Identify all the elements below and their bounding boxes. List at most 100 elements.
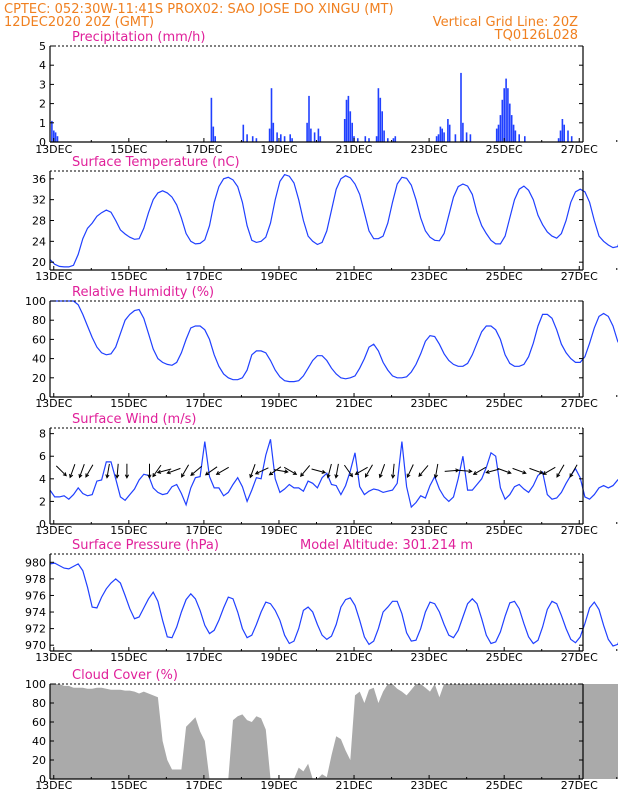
x-tick-label: 23DEC xyxy=(411,779,448,792)
wind-arrow xyxy=(300,465,311,478)
series-line xyxy=(49,562,618,647)
x-tick-label: 21DEC xyxy=(335,270,372,283)
y-tick-label: 80 xyxy=(32,314,46,327)
precip-bar xyxy=(54,132,57,142)
wind-arrow xyxy=(529,467,544,475)
precip-bar xyxy=(308,95,310,142)
precip-bar xyxy=(375,136,378,142)
wind-arrow xyxy=(254,467,269,475)
wind-arrow xyxy=(497,467,512,475)
wind-arrow xyxy=(364,464,373,478)
x-tick-label: 13DEC xyxy=(35,651,72,664)
panel-title: Relative Humidity (%) xyxy=(72,285,214,300)
precip-bar xyxy=(462,122,464,142)
y-tick-label: 0 xyxy=(39,391,46,404)
y-tick-label: 2 xyxy=(39,495,46,508)
series-line xyxy=(49,173,618,268)
wind-arrow xyxy=(326,463,332,479)
y-tick-label: 40 xyxy=(32,735,46,748)
precip-bar xyxy=(317,128,320,142)
precip-bar xyxy=(306,122,308,142)
panel-3: 13DEC 15DEC 17DEC 19DEC 21DEC 23DEC 25DEC 27DEC… xyxy=(25,285,618,410)
x-tick-label: 25DEC xyxy=(486,779,523,792)
precip-bar xyxy=(379,97,382,142)
precip-bar xyxy=(276,132,278,142)
x-tick-label: 21DEC xyxy=(335,143,372,156)
x-tick-label: 27DEC xyxy=(561,143,598,156)
wind-arrow xyxy=(124,463,130,479)
wind-arrow xyxy=(283,466,298,475)
precip-bar xyxy=(242,124,245,142)
precip-bar xyxy=(381,111,383,142)
wind-arrow xyxy=(152,464,162,478)
header-grid-line: Vertical Grid Line: 20Z xyxy=(433,15,578,30)
y-tick-label: 980 xyxy=(25,556,46,569)
x-tick-label: 17DEC xyxy=(185,524,222,537)
precip-bar xyxy=(447,119,449,142)
x-tick-label: 15DEC xyxy=(110,397,147,410)
y-tick-label: 20 xyxy=(32,256,46,269)
precip-bar xyxy=(51,120,53,142)
precip-bar xyxy=(289,134,291,142)
wind-arrow xyxy=(249,464,256,479)
wind-arrow xyxy=(343,464,354,478)
panel-6: 13DEC 15DEC 17DEC 19DEC 21DEC 23DEC 25DEC 27DEC… xyxy=(25,668,618,792)
wind-arrow xyxy=(556,464,565,478)
panel-title: Surface Wind (m/s) xyxy=(72,412,196,427)
wind-arrow xyxy=(55,465,67,477)
x-tick-label: 13DEC xyxy=(35,397,72,410)
panel-title: Precipitation (mm/h) xyxy=(72,30,205,45)
precip-bar xyxy=(507,88,509,142)
wind-arrow xyxy=(69,464,76,479)
x-tick-label: 15DEC xyxy=(110,143,147,156)
wind-arrow xyxy=(166,467,181,475)
x-tick-label: 25DEC xyxy=(486,397,523,410)
wind-arrow xyxy=(78,464,85,479)
wind-arrow xyxy=(418,465,429,478)
wind-arrow xyxy=(542,466,556,475)
precip-bar xyxy=(437,134,440,142)
y-tick-label: 972 xyxy=(25,623,46,636)
precip-bar xyxy=(394,136,397,142)
precip-bar xyxy=(283,136,286,142)
wind-arrow xyxy=(433,463,439,479)
x-tick-label: 17DEC xyxy=(185,651,222,664)
wind-arrow xyxy=(512,467,527,475)
wind-arrow xyxy=(204,466,218,476)
y-tick-label: 32 xyxy=(32,194,46,207)
precip-bar xyxy=(56,136,59,142)
precip-bar xyxy=(518,134,520,142)
x-tick-label: 23DEC xyxy=(411,524,448,537)
y-tick-label: 60 xyxy=(32,716,46,729)
x-tick-label: 15DEC xyxy=(110,779,147,792)
panel-title: Surface Pressure (hPa) xyxy=(72,538,219,553)
precip-bar xyxy=(509,103,511,142)
precip-bar xyxy=(559,130,562,142)
model-altitude-label: Model Altitude: 301.214 m xyxy=(300,538,473,553)
y-tick-label: 4 xyxy=(39,473,46,486)
x-tick-label: 23DEC xyxy=(411,143,448,156)
x-tick-label: 13DEC xyxy=(35,270,72,283)
precip-bar xyxy=(387,138,389,142)
x-tick-label: 15DEC xyxy=(110,651,147,664)
precip-bar xyxy=(510,115,513,142)
precip-bar xyxy=(246,134,248,142)
precip-bar xyxy=(53,130,55,142)
x-tick-label: 13DEC xyxy=(35,779,72,792)
y-tick-label: 978 xyxy=(25,573,46,586)
precip-bar xyxy=(364,136,367,142)
y-tick-label: 80 xyxy=(32,697,46,710)
precip-bar xyxy=(313,132,316,142)
wind-arrow xyxy=(156,468,172,474)
wind-arrow xyxy=(190,465,203,476)
y-tick-label: 0 xyxy=(39,773,46,786)
y-tick-label: 20 xyxy=(32,372,46,385)
precip-bar xyxy=(557,138,560,142)
precip-bar xyxy=(349,111,352,142)
precip-bar xyxy=(377,88,380,142)
precip-bar xyxy=(524,136,526,142)
y-tick-label: 3 xyxy=(39,78,46,91)
y-tick-label: 40 xyxy=(32,353,46,366)
x-tick-label: 15DEC xyxy=(110,270,147,283)
precip-bar xyxy=(505,78,507,142)
